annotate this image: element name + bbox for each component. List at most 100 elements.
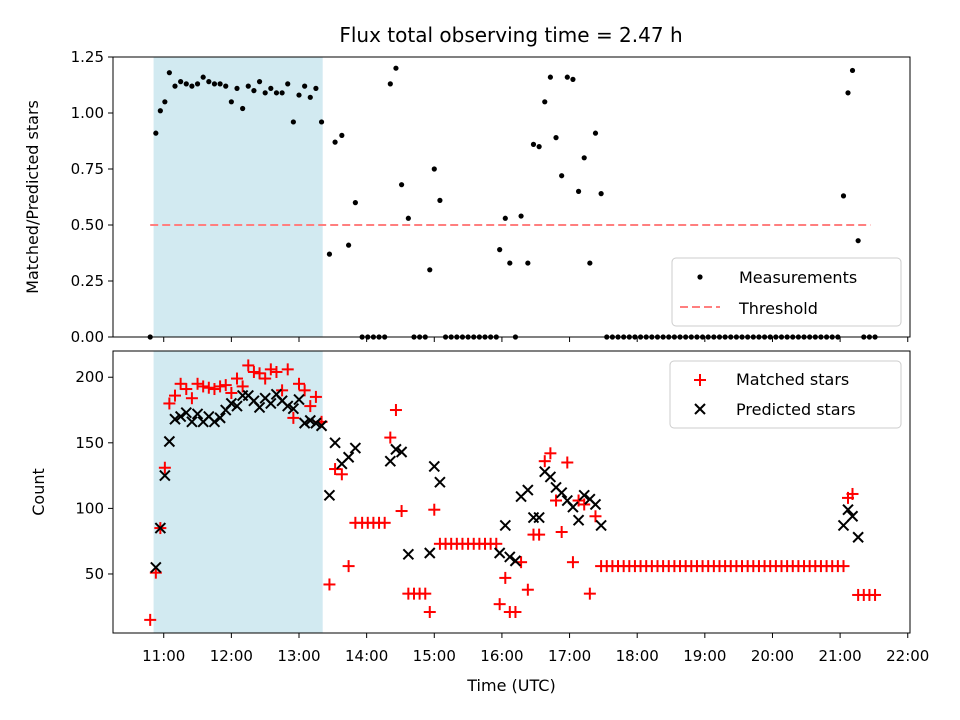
predicted-stars-point — [349, 442, 362, 454]
y-tick-label: 0.00 — [71, 328, 104, 346]
matched-stars-point — [293, 377, 306, 390]
predicted-stars-point — [428, 460, 440, 473]
ratio-legend-box — [671, 257, 902, 327]
observing-window-span — [153, 351, 323, 633]
predicted-stars-point — [342, 451, 355, 463]
predicted-stars-point — [837, 519, 850, 532]
measurement-point — [307, 94, 313, 100]
measurement-point — [598, 191, 604, 197]
measurement-point — [234, 85, 240, 91]
predicted-stars-series — [150, 388, 864, 574]
predicted-stars-point — [180, 406, 192, 419]
predicted-stars-point — [402, 548, 415, 561]
predicted-stars-point — [174, 410, 187, 423]
count-x-ticks: 11:00 12:00 13:00 14:00 15:00 16:00 17:00 18:00… — [142, 633, 929, 665]
x-tick-label: 16:00 — [480, 647, 523, 665]
measurement-point — [211, 81, 218, 87]
measurement-point — [313, 85, 319, 91]
measurement-point — [273, 90, 280, 96]
chart-title: Flux total observing time = 2.47 h — [339, 23, 682, 47]
matched-stars-point — [493, 598, 506, 611]
predicted-stars-point — [154, 522, 167, 534]
matched-stars-point — [555, 526, 568, 539]
predicted-stars-point — [298, 417, 311, 429]
measurement-point — [318, 119, 325, 125]
matched-stars-point — [281, 363, 294, 376]
measurement-point — [507, 260, 513, 266]
matched-stars-point — [309, 390, 322, 403]
measurement-point — [570, 76, 576, 82]
matched-stars-point — [276, 384, 289, 397]
matched-stars-point — [395, 505, 408, 518]
measurement-point — [245, 83, 251, 89]
matched-stars-point — [259, 372, 272, 385]
measurement-point — [405, 215, 411, 221]
measurement-point — [840, 193, 847, 199]
predicted-stars-point — [589, 498, 602, 511]
measurement-point — [352, 200, 358, 206]
ratio-y-axis-label: Matched/Predicted stars — [23, 100, 42, 294]
measurement-point — [162, 99, 168, 105]
matched-stars-point — [144, 613, 157, 626]
predicted-stars-point — [424, 547, 436, 559]
matched-stars-point — [384, 431, 397, 444]
predicted-stars-point — [159, 469, 171, 482]
measurement-point — [502, 215, 508, 221]
predicted-stars-point — [390, 443, 402, 456]
matched-stars-point — [163, 397, 176, 410]
measurement-point — [587, 260, 593, 266]
count-axes-frame — [112, 350, 911, 634]
measurement-point — [172, 83, 178, 89]
measurement-point — [559, 173, 565, 179]
count-legend-box — [669, 360, 902, 429]
measurements-legend-marker — [697, 274, 703, 280]
matched-stars-point — [583, 587, 596, 600]
predicted-stars-point — [522, 484, 534, 496]
predicted-stars-point — [293, 393, 305, 406]
y-tick-label: 0.25 — [71, 272, 104, 290]
matched-stars-point — [561, 456, 574, 469]
measurement-point — [536, 144, 542, 150]
x-tick-label: 17:00 — [548, 647, 591, 665]
y-tick-label: 1.00 — [71, 104, 104, 122]
matched-stars-point — [287, 411, 300, 424]
predicted-stars-point — [310, 417, 322, 429]
matched-stars-point — [335, 468, 348, 481]
measurement-point — [855, 238, 861, 244]
matched-stars-point — [304, 400, 317, 413]
predicted-stars-point — [384, 455, 397, 467]
measurement-point — [166, 70, 172, 76]
threshold-legend-label: Threshold — [738, 299, 818, 318]
predicted-stars-point — [214, 412, 226, 424]
matched-stars-point — [225, 386, 238, 399]
measurement-point — [302, 83, 308, 89]
measurement-point — [845, 90, 851, 96]
measurement-point — [332, 139, 338, 145]
matched-stars-point — [544, 447, 557, 460]
matched-stars-legend-marker — [694, 374, 706, 386]
measurement-point — [217, 81, 223, 87]
matched-stars-point — [180, 383, 193, 396]
measurement-point — [189, 83, 195, 89]
predicted-stars-legend-marker — [694, 403, 706, 415]
matched-stars-point — [185, 392, 198, 405]
count-y-axis-label: Count — [29, 468, 48, 516]
predicted-stars-point — [169, 413, 181, 425]
matched-stars-point — [499, 571, 512, 584]
measurement-point — [290, 119, 296, 125]
measurement-point — [497, 247, 503, 253]
measurement-point — [339, 132, 345, 138]
measurement-point — [564, 74, 570, 80]
count-legend: Matched stars Predicted stars — [669, 360, 902, 429]
y-tick-label: 1.25 — [71, 48, 104, 66]
x-tick-label: 21:00 — [818, 647, 861, 665]
x-tick-label: 11:00 — [142, 647, 185, 665]
x-tick-label: 15:00 — [413, 647, 456, 665]
matched-stars-point — [208, 383, 221, 396]
predicted-stars-point — [282, 400, 294, 412]
matched-stars-point — [236, 380, 249, 393]
predicted-stars-point — [395, 446, 408, 458]
predicted-stars-point — [595, 519, 607, 532]
matched-stars-point — [423, 606, 436, 619]
measurement-point — [427, 267, 433, 273]
